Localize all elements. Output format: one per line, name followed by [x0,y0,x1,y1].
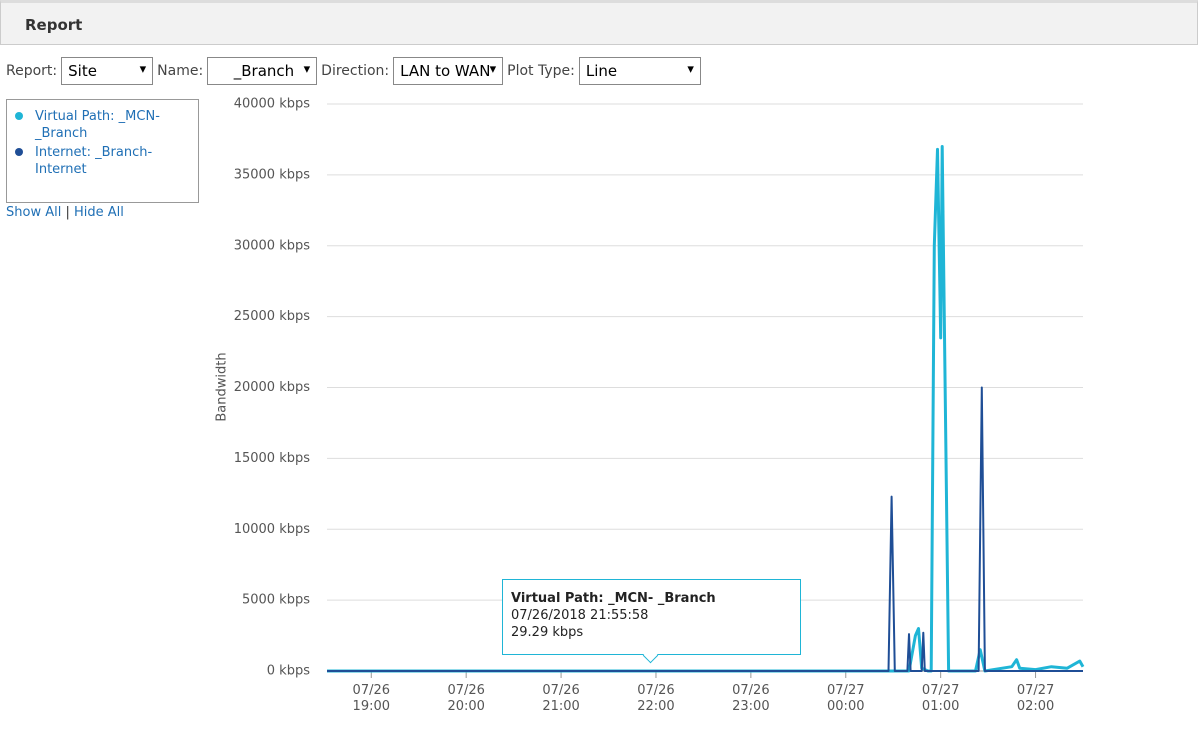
legend: Virtual Path: _MCN-_Branch Internet: _Bra… [6,99,199,203]
y-tick-label: 25000 kbps [234,309,311,324]
show-all[interactable]: Show All [6,205,62,220]
x-tick-line: 22:00 [637,699,674,714]
x-tick-label: 07/26 19:00 [353,683,390,714]
hide-all[interactable]: Hide All [74,205,124,220]
dropdown[interactable]: Line [578,57,701,85]
y-tick-label: 30000 kbps [234,238,311,253]
header: Report [0,0,1198,45]
x-tick-line: 02:00 [1017,699,1054,714]
tooltip-date: 07/26/2018 21:55:58 [511,608,649,623]
x-tick-line: 07/27 [1017,683,1054,698]
dropdown[interactable]: _Branch [207,57,318,85]
dropdown[interactable]: LAN to WAN [393,57,504,85]
y-tick-label: 35000 kbps [234,167,311,182]
tooltip-title: Virtual Path: _MCN- _Branch [511,591,716,606]
legend-dot [15,112,23,120]
header-title: Report [25,16,83,34]
x-tick-label: 07/26 20:00 [447,683,484,714]
control-label: Report: [6,63,58,79]
legend-links: Show All | Hide All [6,205,124,220]
x-tick-line: 07/27 [922,683,959,698]
legend-dot [15,148,23,156]
control-label: Plot Type: [507,63,575,79]
y-tick-label: 40000 kbps [234,97,311,112]
legend-label: Internet: _Branch-Internet [35,145,153,177]
x-tick-label: 07/26 22:00 [637,683,674,714]
x-tick-line: 19:00 [353,699,390,714]
y-tick-label: 15000 kbps [234,451,311,466]
y-tick-label: 5000 kbps [242,593,310,608]
x-tick-line: 23:00 [732,699,769,714]
x-tick-line: 07/26 [447,683,484,698]
x-tick-line: 20:00 [447,699,484,714]
y-tick-label: 0 kbps [267,664,310,679]
legend-item[interactable]: Virtual Path: _MCN-_Branch [13,108,165,142]
x-tick-line: 07/26 [542,683,579,698]
control-label: Direction: [321,63,390,79]
x-tick-line: 01:00 [922,699,959,714]
x-tick-line: 07/26 [637,683,674,698]
x-tick-line: 07/26 [353,683,390,698]
x-tick-label: 07/26 23:00 [732,683,769,714]
series-line [327,386,1083,672]
dropdown[interactable]: Site [61,57,154,85]
x-tick-label: 07/27 02:00 [1017,683,1054,714]
legend-label: Virtual Path: _MCN-_Branch [35,109,160,141]
x-tick-line: 07/26 [732,683,769,698]
x-tick-line: 21:00 [542,699,579,714]
y-tick-label: 20000 kbps [234,380,311,395]
separator: | [65,205,70,220]
controls: Report:SiteName:_BranchDirection:LAN to … [6,57,705,85]
y-tick-label: 10000 kbps [234,522,311,537]
tooltip-value: 29.29 kbps [511,625,584,640]
x-tick-line: 00:00 [827,699,864,714]
control-label: Name: [157,63,204,79]
y-axis-label: Bandwidth [215,352,230,421]
x-tick-label: 07/27 01:00 [922,683,959,714]
legend-item[interactable]: Internet: _Branch-Internet [13,144,165,178]
tooltip: Virtual Path: _MCN- _Branch 07/26/2018 2… [502,579,801,664]
x-tick-label: 07/27 00:00 [827,683,864,714]
x-tick-line: 07/27 [827,683,864,698]
x-tick-label: 07/26 21:00 [542,683,579,714]
